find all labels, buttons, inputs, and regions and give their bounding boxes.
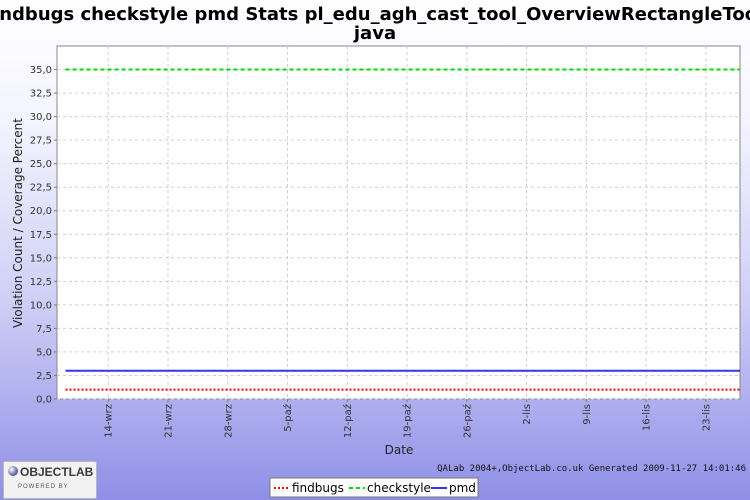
y-tick-label: 35,0: [30, 65, 52, 76]
y-tick-label: 10,0: [30, 300, 52, 311]
y-tick-label: 5,0: [36, 347, 52, 358]
y-tick-label: 12,5: [30, 277, 52, 288]
grid: [57, 46, 740, 400]
x-tick-label: 26-paź: [461, 404, 473, 438]
y-tick-label: 20,0: [30, 206, 52, 217]
x-tick-label: 21-wrz: [163, 404, 174, 438]
x-tick-label: 9-lis: [582, 404, 593, 425]
logo-text: OBJECTLAB: [20, 465, 94, 479]
y-tick-label: 7,5: [36, 324, 52, 335]
x-tick-label: 16-lis: [642, 404, 653, 431]
y-tick-label: 15,0: [30, 253, 52, 264]
legend-label-findbugs: findbugs: [292, 481, 344, 495]
y-tick-label: 22,5: [30, 183, 52, 194]
logo-globe-icon: [8, 466, 18, 476]
y-tick-label: 17,5: [30, 230, 52, 241]
y-tick-label: 32,5: [30, 89, 52, 100]
x-tick-label: 5-paź: [282, 404, 294, 432]
x-axis-label: Date: [385, 443, 414, 457]
x-tick-label: 12-paź: [342, 404, 354, 438]
y-tick-label: 0,0: [36, 395, 52, 406]
legend-box: [269, 477, 479, 498]
y-axis-ticks: 0,0 2,5 5,0 7,5 10,0 12,5 15,0 17,5 20,0 22,5 25,0…: [30, 65, 57, 406]
logo-subtext: POWERED BY: [18, 484, 69, 490]
footer-text: QALab 2004+,ObjectLab.co.uk Generated 20…: [437, 464, 746, 474]
y-tick-label: 25,0: [30, 159, 52, 170]
y-tick-label: 2,5: [36, 371, 52, 382]
plot-area: [56, 45, 741, 400]
y-tick-label: 30,0: [30, 112, 52, 123]
y-tick-label: 27,5: [30, 136, 52, 147]
legend: findbugs checkstyle pmd: [269, 477, 479, 498]
x-tick-label: 23-lis: [701, 404, 712, 431]
chart-title-line-2: java: [353, 23, 396, 44]
x-tick-label: 2-lis: [522, 404, 533, 425]
x-axis-ticks: 14-wrz 21-wrz 28-wrz 5-paź 12-paź 19-paź 26-pa…: [104, 399, 712, 438]
x-tick-label: 28-wrz: [223, 404, 234, 438]
x-tick-label: 19-paź: [402, 404, 414, 438]
chart-title-line-1: findbugs checkstyle pmd Stats pl_edu_agh…: [0, 4, 750, 25]
x-tick-label: 14-wrz: [104, 404, 115, 438]
legend-label-checkstyle: checkstyle: [367, 481, 431, 495]
objectlab-logo: OBJECTLAB POWERED BY: [3, 461, 97, 499]
y-axis-label: Violation Count / Coverage Percent: [11, 118, 25, 328]
legend-label-pmd: pmd: [449, 481, 476, 495]
series: [65, 68, 740, 391]
